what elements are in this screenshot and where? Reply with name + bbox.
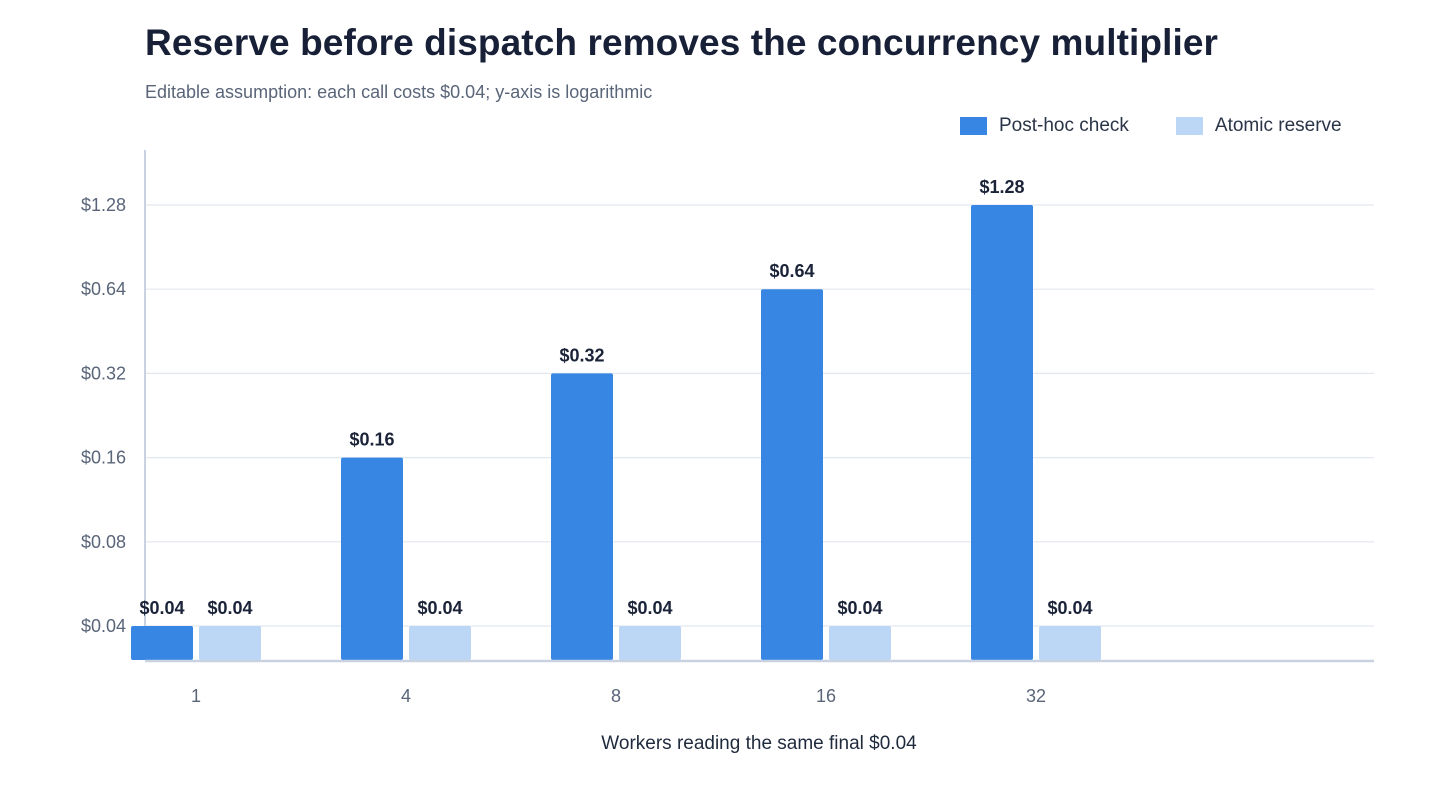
x-tick-label: 1 <box>191 686 201 706</box>
legend-swatch-post-hoc <box>960 117 987 135</box>
data-label: $1.28 <box>979 177 1024 197</box>
data-label: $0.04 <box>207 598 252 618</box>
bar-atomic-reserve <box>199 626 261 660</box>
bar-post-hoc-check <box>971 205 1033 660</box>
chart-title: Reserve before dispatch removes the conc… <box>145 22 1219 63</box>
bar-post-hoc-check <box>131 626 193 660</box>
legend: Post-hoc check Atomic reserve <box>960 115 1342 137</box>
data-label: $0.04 <box>1047 598 1092 618</box>
y-tick-label: $0.64 <box>81 279 126 299</box>
data-label: $0.04 <box>627 598 672 618</box>
y-tick-label: $0.16 <box>81 448 126 468</box>
data-label: $0.32 <box>559 345 604 365</box>
x-tick-label: 8 <box>611 686 621 706</box>
x-axis-title: Workers reading the same final $0.04 <box>601 733 917 754</box>
bar-post-hoc-check <box>761 289 823 660</box>
y-tick-label: $0.08 <box>81 532 126 552</box>
bar-atomic-reserve <box>829 626 891 660</box>
y-tick-label: $0.04 <box>81 616 126 636</box>
x-tick-label: 4 <box>401 686 411 706</box>
bar-post-hoc-check <box>341 457 403 660</box>
data-label: $0.04 <box>139 598 184 618</box>
legend-label-atomic-reserve: Atomic reserve <box>1214 115 1342 136</box>
data-label: $0.04 <box>417 598 462 618</box>
data-label: $0.04 <box>837 598 882 618</box>
bar-atomic-reserve <box>1039 626 1101 660</box>
legend-item-post-hoc: Post-hoc check <box>960 115 1129 137</box>
legend-label-post-hoc: Post-hoc check <box>999 115 1129 136</box>
x-tick-label: 16 <box>816 686 836 706</box>
bar-post-hoc-check <box>551 373 613 660</box>
data-label: $0.16 <box>349 430 394 450</box>
y-tick-label: $0.32 <box>81 363 126 383</box>
bar-atomic-reserve <box>409 626 471 660</box>
legend-swatch-atomic-reserve <box>1175 117 1203 135</box>
bar-atomic-reserve <box>619 626 681 660</box>
data-label: $0.64 <box>769 261 814 281</box>
chart-subtitle: Editable assumption: each call costs $0.… <box>145 82 653 102</box>
y-tick-label: $1.28 <box>81 195 126 215</box>
x-tick-label: 32 <box>1026 686 1046 706</box>
legend-item-atomic-reserve: Atomic reserve <box>1175 115 1342 137</box>
